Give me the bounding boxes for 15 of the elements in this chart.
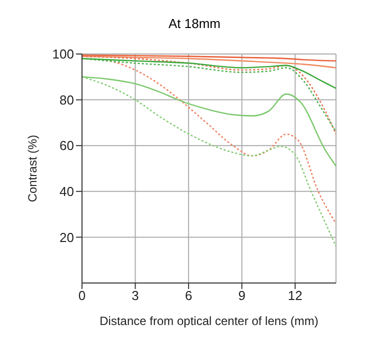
line-series: [82, 76, 336, 248]
x-tick-label: 6: [184, 288, 192, 304]
x-tick-label: 9: [238, 288, 246, 304]
x-tick-label: 12: [288, 288, 302, 304]
y-tick-label: 40: [60, 184, 74, 200]
x-axis-title: Distance from optical center of lens (mm): [100, 314, 318, 328]
chart-title: At 18mm: [167, 16, 222, 31]
y-axis-title: Contrast (%): [25, 134, 40, 202]
x-tick-label: 0: [78, 288, 86, 304]
x-tick-label: 3: [132, 288, 139, 304]
y-tick-label: 20: [60, 230, 74, 245]
y-tick-label: 100: [52, 46, 74, 62]
y-tick-label: 60: [60, 138, 74, 154]
line-series: [82, 58, 336, 89]
y-tick-label: 80: [60, 92, 74, 108]
